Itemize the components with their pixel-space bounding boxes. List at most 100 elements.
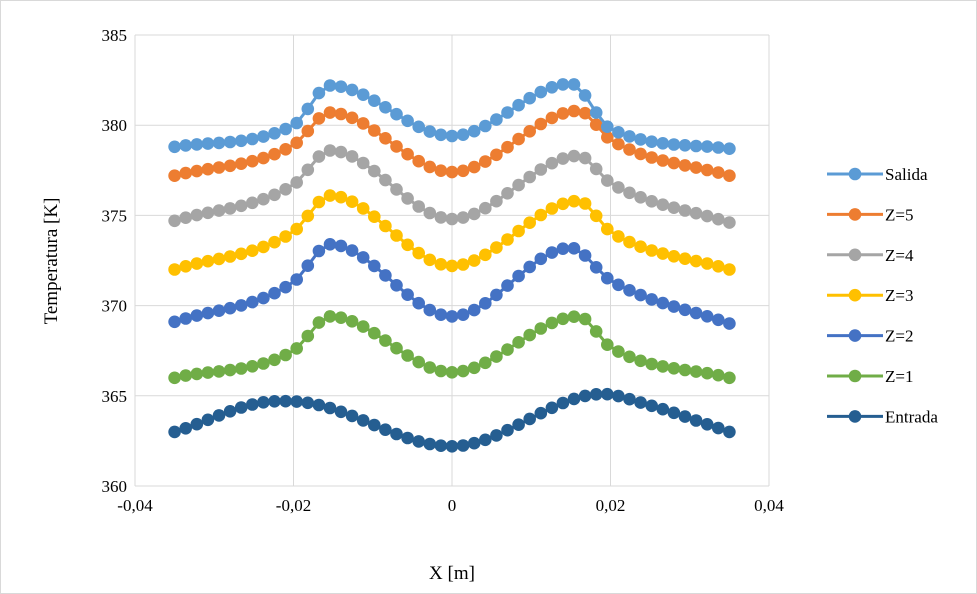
series-z-5 xyxy=(168,104,736,182)
data-point xyxy=(523,412,536,426)
data-point xyxy=(179,312,192,325)
data-point xyxy=(656,360,670,373)
legend-item-z-4: Z=4 xyxy=(827,246,914,265)
legend-marker xyxy=(848,410,862,423)
data-point xyxy=(212,252,226,266)
data-point xyxy=(334,190,348,204)
data-point xyxy=(723,142,736,155)
data-point xyxy=(567,194,581,208)
data-point xyxy=(246,360,259,373)
data-point xyxy=(700,310,714,323)
data-point xyxy=(345,315,359,328)
data-point xyxy=(212,365,226,378)
data-point xyxy=(401,192,414,205)
data-point xyxy=(534,322,548,335)
data-point xyxy=(589,261,603,274)
series-salida xyxy=(168,78,736,155)
data-point xyxy=(490,350,503,363)
data-point xyxy=(312,316,326,329)
data-point xyxy=(301,124,315,138)
data-point xyxy=(368,210,381,223)
data-point xyxy=(601,338,614,352)
data-point xyxy=(601,131,614,144)
data-point xyxy=(223,405,237,418)
data-point xyxy=(379,101,392,114)
data-point xyxy=(612,389,625,403)
data-point xyxy=(434,128,448,142)
data-point xyxy=(334,107,348,121)
data-point xyxy=(656,402,670,416)
data-point xyxy=(434,258,448,271)
legend-marker xyxy=(848,329,862,342)
data-point xyxy=(656,296,670,310)
data-point xyxy=(246,196,259,210)
legend-marker xyxy=(848,167,862,181)
data-point xyxy=(201,254,215,268)
data-point xyxy=(268,395,281,408)
data-point xyxy=(390,279,403,292)
data-point xyxy=(268,235,281,249)
data-point xyxy=(445,440,459,453)
data-point xyxy=(578,312,592,326)
data-point xyxy=(712,166,725,179)
data-point xyxy=(412,246,426,260)
data-point xyxy=(401,238,414,252)
data-point xyxy=(445,129,459,143)
data-point xyxy=(700,257,714,270)
data-point xyxy=(523,216,536,229)
data-point xyxy=(334,311,348,325)
data-point xyxy=(168,425,181,439)
data-point xyxy=(279,183,292,196)
data-point xyxy=(379,334,392,347)
data-point xyxy=(434,211,448,224)
y-tick-labels: 360 365 370 375 380 385 xyxy=(102,26,128,496)
data-point xyxy=(490,288,503,302)
data-point xyxy=(556,78,570,91)
data-point xyxy=(601,271,614,285)
data-point xyxy=(512,224,525,238)
data-point xyxy=(356,320,370,333)
data-point xyxy=(257,192,270,206)
data-point xyxy=(223,202,237,215)
data-point xyxy=(479,356,492,370)
data-point xyxy=(623,350,636,364)
data-point xyxy=(401,114,414,128)
data-point xyxy=(290,395,304,408)
data-point xyxy=(246,398,259,411)
data-point xyxy=(412,296,426,310)
data-point xyxy=(323,310,337,323)
data-point xyxy=(556,107,570,120)
legend-label: Salida xyxy=(885,165,928,184)
legend-item-entrada: Entrada xyxy=(827,407,938,426)
data-point xyxy=(623,186,636,200)
data-point xyxy=(456,364,470,378)
data-point xyxy=(379,269,392,282)
data-point xyxy=(179,422,192,435)
data-point xyxy=(678,204,692,217)
data-point xyxy=(334,239,348,253)
data-point xyxy=(678,410,692,423)
legend-label: Z=5 xyxy=(885,205,913,224)
data-point xyxy=(723,371,736,385)
data-point xyxy=(501,106,514,119)
data-point xyxy=(479,155,492,168)
data-point xyxy=(168,263,181,276)
legend-item-z-3: Z=3 xyxy=(827,286,913,305)
data-point xyxy=(290,176,304,189)
data-point xyxy=(379,132,392,145)
data-point xyxy=(612,126,625,139)
data-point xyxy=(234,247,248,261)
data-point xyxy=(423,437,437,451)
data-point xyxy=(623,392,636,406)
data-point xyxy=(645,357,658,371)
data-point xyxy=(689,161,703,174)
data-point xyxy=(523,170,536,184)
data-point xyxy=(212,204,226,217)
data-point xyxy=(356,251,370,264)
data-point xyxy=(578,249,592,262)
data-point xyxy=(534,406,548,420)
data-point xyxy=(567,78,581,91)
data-point xyxy=(390,107,403,121)
data-point xyxy=(523,260,536,274)
data-point xyxy=(490,113,503,126)
